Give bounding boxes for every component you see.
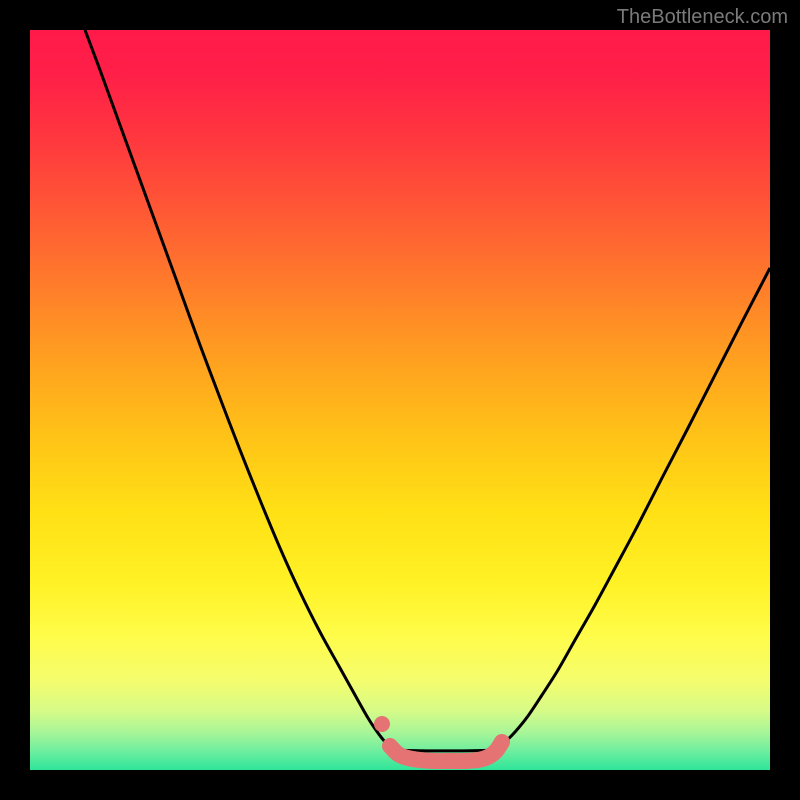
overlay-dot — [374, 716, 390, 732]
bottleneck-curve — [85, 30, 770, 751]
plot-area — [30, 30, 770, 770]
curve-layer — [30, 30, 770, 770]
watermark-text: TheBottleneck.com — [617, 6, 788, 29]
